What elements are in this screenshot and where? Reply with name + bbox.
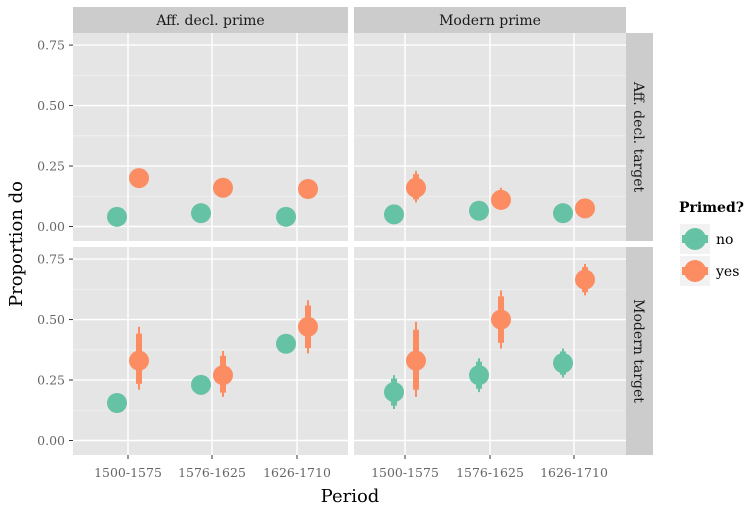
marks-layer: [107, 168, 595, 413]
data-point-yes: [298, 316, 318, 337]
data-point-no: [191, 374, 211, 395]
data-point-yes: [298, 179, 318, 199]
x-tick-label: 1576-1625: [178, 465, 246, 480]
y-axis-title: Proportion do: [6, 181, 27, 307]
x-tick-label: 1500-1575: [371, 465, 439, 480]
strip-col-2: [354, 7, 626, 33]
y-tick-label: 0.50: [37, 98, 65, 113]
data-point-no: [553, 353, 573, 374]
legend-key-yes: [684, 260, 706, 282]
strip-row-2: [626, 247, 653, 455]
strip-col-2-label: Modern prime: [439, 13, 541, 29]
data-point-yes: [491, 309, 511, 330]
data-point-yes: [129, 168, 149, 189]
x-axis-title: Period: [321, 486, 380, 506]
data-point-no: [384, 204, 404, 225]
data-point-yes: [575, 269, 595, 290]
legend-label-no: no: [716, 232, 733, 248]
y-tick-label: 0.00: [37, 433, 65, 448]
legend-title: Primed?: [679, 200, 744, 216]
x-tick-label: 1626-1710: [540, 465, 608, 480]
data-point-yes: [129, 350, 149, 371]
y-tick-label: 0.50: [37, 312, 65, 327]
data-point-yes: [406, 350, 426, 371]
strip-row-2-label: Modern target: [630, 299, 646, 403]
legend: Primed? no yes: [679, 200, 744, 286]
panel-background: [73, 247, 348, 455]
legend-key-no: [684, 228, 706, 250]
data-point-yes: [213, 177, 233, 198]
y-tick-label: 0.00: [37, 219, 65, 234]
data-point-no: [107, 393, 127, 413]
data-point-no: [384, 382, 404, 403]
ticks-layer: 0.00 0.25 0.50 0.75 0.00 0.25 0.50 0.75 1500-157…: [37, 38, 608, 480]
data-point-yes: [213, 365, 233, 386]
panel-background: [73, 33, 348, 241]
data-point-yes: [406, 177, 426, 198]
data-point-no: [469, 365, 489, 386]
y-tick-label: 0.25: [37, 159, 65, 174]
y-tick-label: 0.75: [37, 252, 65, 267]
data-point-yes: [575, 198, 595, 219]
data-point-no: [469, 200, 489, 221]
legend-label-yes: yes: [715, 264, 739, 280]
x-tick-label: 1576-1625: [456, 465, 524, 480]
strip-row-1: [626, 33, 653, 241]
data-point-no: [191, 203, 211, 224]
data-point-no: [107, 206, 127, 227]
y-tick-label: 0.75: [37, 38, 65, 53]
x-tick-label: 1626-1710: [263, 465, 331, 480]
strip-col-1-label: Aff. decl. prime: [155, 13, 264, 29]
x-tick-label: 1500-1575: [94, 465, 162, 480]
data-point-no: [553, 203, 573, 224]
y-tick-label: 0.25: [37, 373, 65, 388]
data-point-no: [276, 333, 296, 354]
data-point-no: [276, 206, 296, 227]
data-point-yes: [491, 189, 511, 210]
strip-row-1-label: Aff. decl. target: [630, 81, 646, 193]
strip-col-1: [73, 7, 348, 33]
